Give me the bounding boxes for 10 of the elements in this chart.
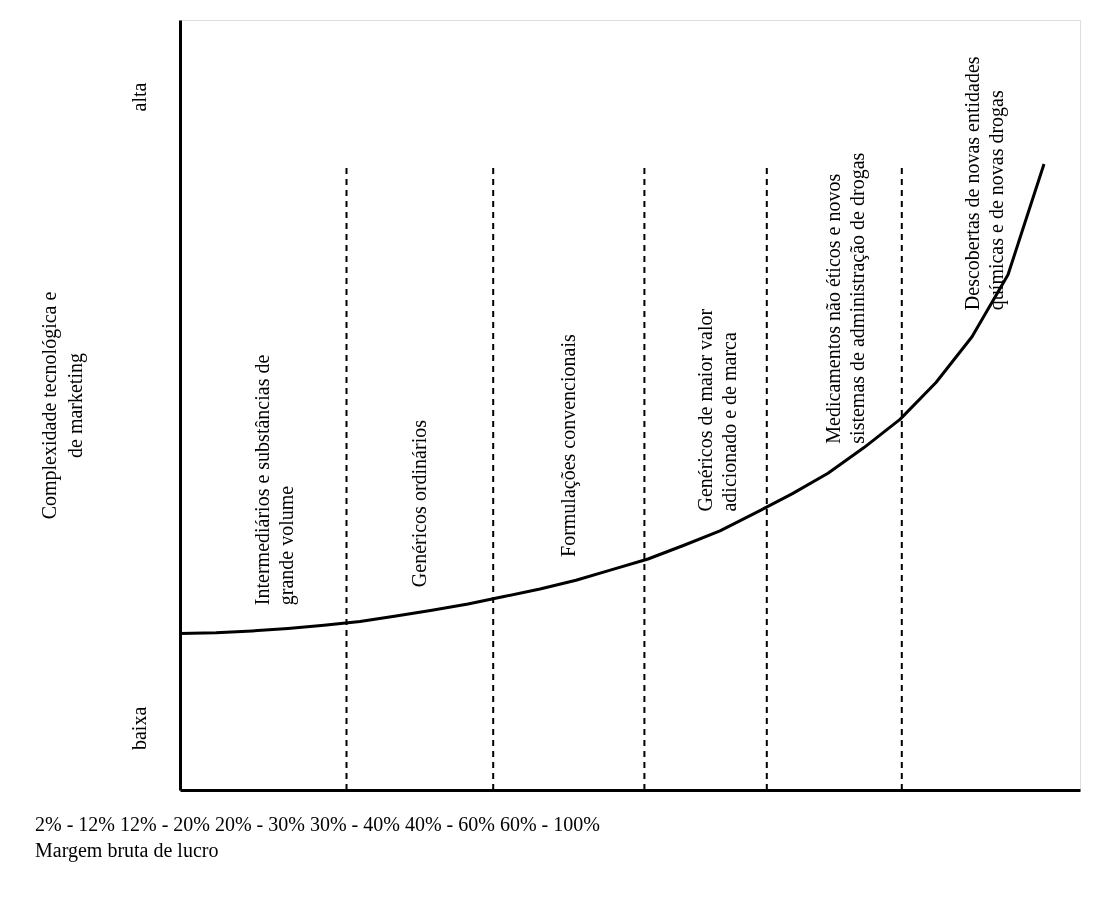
annotation: Genéricos ordinários (407, 419, 430, 588)
annotation: Genéricos de maior valor adicionado e de marca (693, 308, 740, 512)
text: baixa (128, 706, 150, 751)
y-axis-title: Complexidade tecnológica e de marketing (37, 291, 87, 520)
annotation: Medicamentos não éticos e novos sistemas de administração de drogas (822, 152, 870, 444)
text: alta (128, 82, 150, 112)
x-axis-title: Margem bruta de lucro (35, 839, 219, 862)
annotation: Formulações convencionais (556, 334, 580, 557)
text: 2% - 12% 12% - 20% 20% - 30% 30% - 40% 40% - 60% 60% - 100% (35, 813, 600, 835)
annotation: Intermediários e substâncias de grande volume (251, 354, 299, 606)
